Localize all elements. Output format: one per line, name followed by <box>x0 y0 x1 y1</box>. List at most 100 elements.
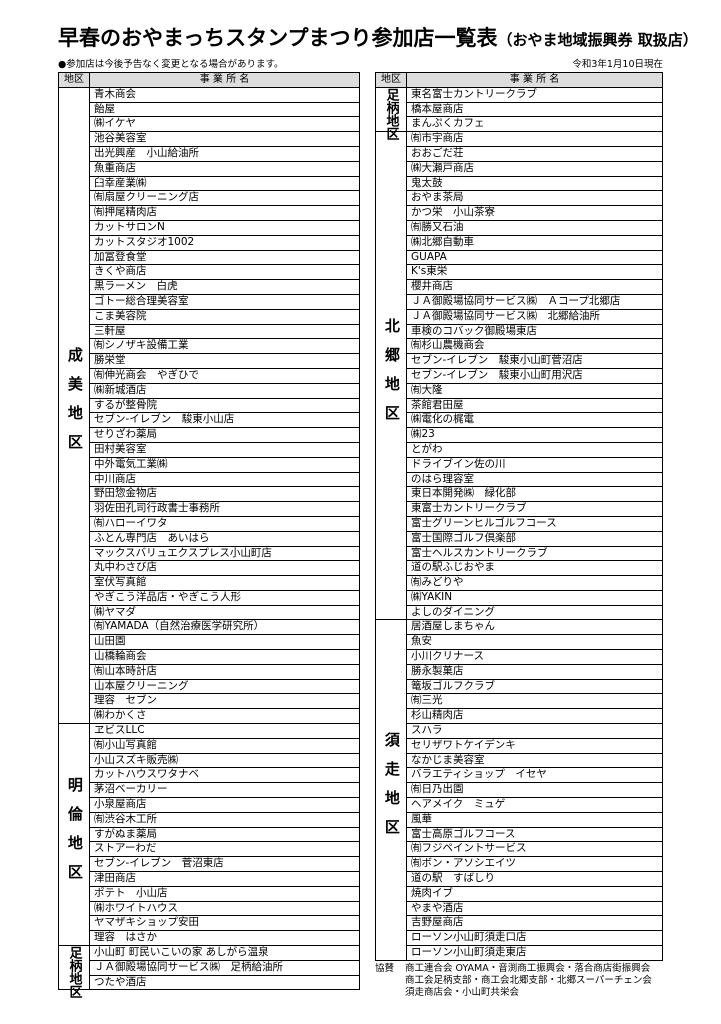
row: ローソン小山町須走東店 <box>376 945 663 961</box>
shop-name: ㈱大瀬戸商店 <box>406 160 663 177</box>
row: 篭坂ゴルフクラブ <box>376 678 663 695</box>
row: ㈲YAMADA（自然治療医学研究所） <box>59 619 360 636</box>
shop-name: やまや酒店 <box>406 900 663 917</box>
row: 櫻井商店 <box>376 279 663 295</box>
shop-name: ㈲日乃出園 <box>406 782 663 799</box>
row: とがわ <box>376 441 663 458</box>
row: まんぷくカフェ <box>376 116 663 133</box>
row: 出光興産 小山給油所 <box>59 145 360 162</box>
shop-name: 道の駅ふじおやま <box>406 560 663 577</box>
shop-name: 杉山精肉店 <box>406 708 663 725</box>
row: ポテト 小山店 <box>59 885 360 902</box>
district-label: 成美地区 <box>58 86 90 725</box>
shop-name: ヤマザキショップ安田 <box>89 915 360 932</box>
row: 理容 はさか <box>59 930 360 947</box>
shop-name: ㈲山本時計店 <box>89 663 360 680</box>
row: 須走地区 居酒屋しまちゃん <box>375 619 663 961</box>
shop-name: 小山町 町民いこいの家 あしがら温泉 <box>89 945 360 961</box>
shop-name: 臼幸産業㈱ <box>89 175 360 192</box>
shop-name: 中川商店 <box>89 471 360 488</box>
shop-name: 篭坂ゴルフクラブ <box>406 678 663 695</box>
row: 東富士カントリークラブ <box>376 501 663 517</box>
row: 杉山精肉店 <box>376 708 663 725</box>
shop-name: ㈱新城酒店 <box>89 382 360 399</box>
title-text: 早春のおやまっちスタンプまつり参加店一覧表 <box>58 26 498 50</box>
shop-name: 田村美容室 <box>89 441 360 458</box>
shop-name: 勝栄堂 <box>89 353 360 369</box>
shop-name: こま美容院 <box>89 308 360 325</box>
shop-name: カットハウスワタナベ <box>89 767 360 784</box>
row: カットサロンN <box>59 219 360 236</box>
shop-name: ㈲小山写真館 <box>89 737 360 754</box>
row: マックスバリュエクスプレス小山町店 <box>59 545 360 562</box>
row: 富士グリーンヒルゴルフコース <box>376 515 663 532</box>
shop-name: 富士国際ゴルフ倶楽部 <box>406 530 663 547</box>
row: セリザワトケイデンキ <box>376 737 663 754</box>
footer-line: 商工連合会 OYAMA・音渕商工振興会・落合商店街振興会 <box>405 963 651 974</box>
row: するが整骨院 <box>59 397 360 414</box>
shop-name: 室伏写真館 <box>89 575 360 591</box>
shop-name: ㈲みどりや <box>406 575 663 591</box>
shop-name: ㈲YAMADA（自然治療医学研究所） <box>89 619 360 636</box>
shop-name: ストアーわだ <box>89 841 360 858</box>
shop-name: 理容 セブン <box>89 693 360 710</box>
shop-name: 津田商店 <box>89 871 360 887</box>
shop-name: ㈱23 <box>406 427 663 443</box>
row: なかじま美容室 <box>376 752 663 769</box>
row: GUAPA <box>376 249 663 266</box>
shop-name: 焼肉イブ <box>406 885 663 902</box>
row: 風華 <box>376 811 663 828</box>
shop-name: ㈱北郷自動車 <box>406 234 663 251</box>
shop-name: ＪＡ御殿場協同サービス㈱ 北郷給油所 <box>406 308 663 325</box>
shop-name: 富士高原ゴルフコース <box>406 826 663 843</box>
shop-name: おおごだ荘 <box>406 145 663 162</box>
shop-name: カットサロンN <box>89 219 360 236</box>
shop-name: 理容 はさか <box>89 930 360 947</box>
shop-name: 丸中わさび店 <box>89 560 360 577</box>
shop-name: ローソン小山町須走口店 <box>406 930 663 947</box>
shop-name: 山橋輪商会 <box>89 649 360 665</box>
row: 道の駅ふじおやま <box>376 560 663 577</box>
row: ＪＡ御殿場協同サービス㈱ Ａコープ北郷店 <box>376 293 663 310</box>
shop-name: カットスタジオ1002 <box>89 234 360 251</box>
row: やぎこう洋品店・やぎこう人形 <box>59 589 360 606</box>
shop-name: ㈲勝又石油 <box>406 219 663 236</box>
row: 津田商店 <box>59 871 360 887</box>
row: カットスタジオ1002 <box>59 234 360 251</box>
row: ストアーわだ <box>59 841 360 858</box>
shop-name: すがぬま薬局 <box>89 826 360 843</box>
shop-name: 小泉屋商店 <box>89 797 360 813</box>
row: 焼肉イブ <box>376 885 663 902</box>
row: 室伏写真館 <box>59 575 360 591</box>
row: 丸中わさび店 <box>59 560 360 577</box>
row: 理容 セブン <box>59 693 360 710</box>
shop-name: 富士ヘルスカントリークラブ <box>406 545 663 562</box>
shop-name: ㈱イケヤ <box>89 116 360 133</box>
row: ㈲押尾精肉店 <box>59 205 360 221</box>
shop-name: よしのダイニング <box>406 604 663 621</box>
shop-name: 出光興産 小山給油所 <box>89 145 360 162</box>
row: ドライブイン佐の川 <box>376 456 663 473</box>
shop-name: のはら理容室 <box>406 471 663 488</box>
header-row: 地区事 業 所 名 <box>58 72 360 88</box>
row: 羽佐田孔司行政書士事務所 <box>59 501 360 517</box>
row: 橋本屋商店 <box>376 101 663 118</box>
row: 北郷地区 ㈲市宇商店 <box>375 131 663 621</box>
shop-name: ㈲渋谷木工所 <box>89 811 360 828</box>
row: 道の駅 すばしり <box>376 871 663 887</box>
shop-name: ローソン小山町須走東店 <box>406 945 663 961</box>
row: ローソン小山町須走口店 <box>376 930 663 947</box>
shop-name: セブン-イレブン 菅沼東店 <box>89 856 360 873</box>
shop-name: セブン-イレブン 駿東小山町用沢店 <box>406 367 663 384</box>
row: 吉野屋商店 <box>376 915 663 932</box>
footer-line: 商工会足柄支部・商工会北郷支部・北郷スーパーチェン会 <box>405 975 652 986</box>
shop-name: K's東栄 <box>406 264 663 281</box>
footer: 協賛 商工連合会 OYAMA・音渕商工振興会・落合商店街振興会 商工会足柄支部・商工… <box>375 963 652 999</box>
row: ㈱わかくさ <box>59 708 360 725</box>
row: ㈱北郷自動車 <box>376 234 663 251</box>
row: 池谷美容室 <box>59 131 360 147</box>
row: 黒ラーメン 白虎 <box>59 279 360 295</box>
shop-name: 道の駅 すばしり <box>406 871 663 887</box>
shop-name: 黒ラーメン 白虎 <box>89 279 360 295</box>
shop-name: 三軒屋 <box>89 323 360 340</box>
